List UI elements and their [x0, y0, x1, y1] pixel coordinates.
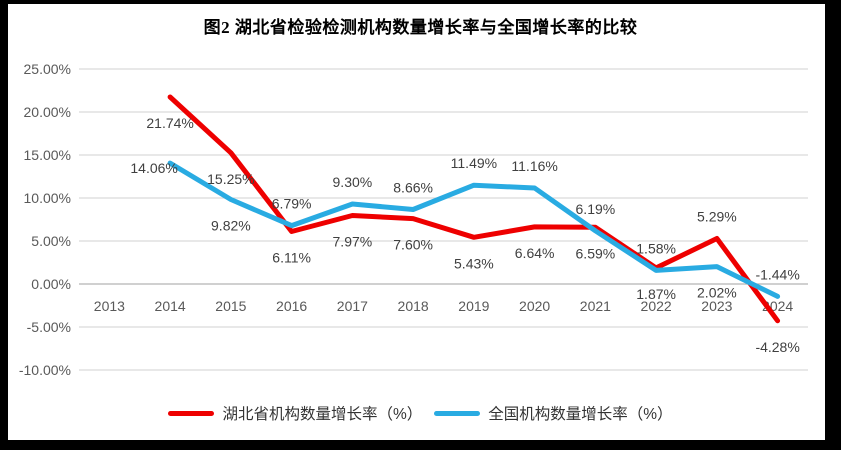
- data-label: 5.43%: [454, 255, 494, 271]
- data-label: 7.97%: [333, 233, 373, 249]
- y-tick-label: 25.00%: [24, 61, 71, 77]
- legend-line-swatch-blue: [434, 410, 481, 416]
- x-tick-label: 2016: [276, 298, 307, 314]
- data-label: 1.58%: [636, 240, 676, 256]
- series-lines: [167, 94, 781, 324]
- x-tick-label: 2023: [701, 298, 732, 314]
- x-tick-label: 2019: [458, 298, 489, 314]
- data-labels: 21.74% 15.25% 6.11% 7.97% 7.60% 5.43% 6.64% 6.5…: [130, 115, 799, 355]
- data-label: -4.28%: [755, 339, 799, 355]
- x-tick-label: 2020: [519, 298, 550, 314]
- frame-border-bottom: [0, 440, 841, 450]
- data-label: 5.29%: [697, 209, 737, 225]
- x-tick-label: 2014: [155, 298, 186, 314]
- legend-line-swatch-red: [168, 410, 215, 416]
- chart-legend: 湖北省机构数量增长率（%） 全国机构数量增长率（%）: [0, 402, 841, 424]
- data-label: 9.82%: [211, 218, 251, 234]
- data-label: 14.06%: [130, 160, 177, 176]
- legend-label-hubei: 湖北省机构数量增长率（%）: [222, 406, 423, 423]
- chart-title: 图2 湖北省检验检测机构数量增长率与全国增长率的比较: [203, 18, 638, 37]
- x-tick-label: 2018: [398, 298, 429, 314]
- data-label: 11.16%: [511, 158, 557, 174]
- y-tick-label: 20.00%: [24, 104, 71, 120]
- data-label: 7.60%: [393, 237, 433, 253]
- x-tick-label: 2015: [215, 298, 246, 314]
- x-axis-tick-labels: 2013 2014 2015 2016 2017 2018 2019 2020 2021 2022…: [94, 298, 794, 314]
- y-tick-label: 0.00%: [31, 276, 71, 292]
- series-line-national: [167, 160, 781, 299]
- x-tick-label: 2017: [337, 298, 368, 314]
- x-tick-label: 2022: [641, 298, 672, 314]
- y-tick-label: -10.00%: [19, 362, 71, 378]
- data-label: 6.19%: [576, 201, 616, 217]
- y-axis-tick-labels: 25.00% 20.00% 15.00% 10.00% 5.00% 0.00% -5.00%…: [19, 61, 71, 378]
- data-label: 6.79%: [272, 196, 312, 212]
- y-tick-label: 10.00%: [24, 190, 71, 206]
- y-tick-label: 5.00%: [31, 233, 71, 249]
- data-label: 6.11%: [272, 249, 311, 265]
- x-tick-label: 2021: [580, 298, 611, 314]
- frame-border-top: [0, 0, 841, 4]
- legend-item-hubei: 湖北省机构数量增长率（%）: [168, 402, 422, 424]
- data-label: 1.87%: [636, 286, 676, 302]
- data-label: 8.66%: [393, 180, 433, 196]
- frame-border-right: [825, 0, 841, 450]
- data-label: -1.44%: [755, 266, 799, 282]
- data-label: 21.74%: [146, 115, 193, 131]
- data-label: 2.02%: [697, 285, 737, 301]
- data-label: 11.49%: [451, 155, 497, 171]
- frame-border-left: [0, 0, 8, 450]
- data-label: 6.64%: [515, 245, 555, 261]
- y-tick-label: -5.00%: [27, 319, 71, 335]
- series-line-hubei: [167, 94, 781, 324]
- data-label: 9.30%: [333, 174, 373, 190]
- data-label: 6.59%: [576, 245, 616, 261]
- x-tick-label: 2013: [94, 298, 125, 314]
- legend-label-national: 全国机构数量增长率（%）: [488, 406, 673, 423]
- y-tick-label: 15.00%: [24, 147, 71, 163]
- gridlines: [79, 68, 808, 371]
- legend-item-national: 全国机构数量增长率（%）: [434, 402, 673, 424]
- data-label: 15.25%: [207, 171, 254, 187]
